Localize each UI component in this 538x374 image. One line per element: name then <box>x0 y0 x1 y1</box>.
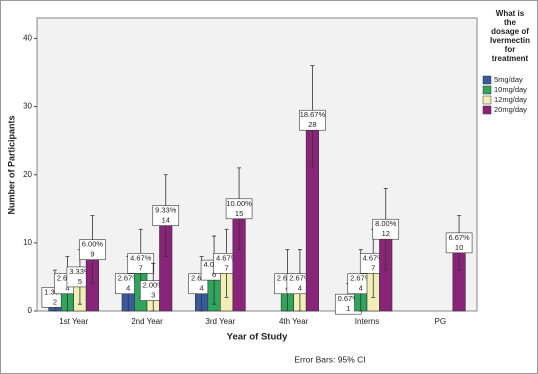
x-tick-label: PG <box>435 317 447 326</box>
data-label-count: 5 <box>78 277 82 286</box>
data-label-percent: 2.67% <box>350 274 372 283</box>
data-label-count: 10 <box>455 243 463 252</box>
data-label-percent: 2.67% <box>118 274 140 283</box>
legend-swatch <box>482 85 492 95</box>
data-label-count: 4 <box>359 284 363 293</box>
legend-swatch <box>482 75 492 85</box>
legend-title: the <box>504 18 517 27</box>
plot-area <box>36 17 478 312</box>
legend-label: 10mg/day <box>494 85 527 94</box>
x-tick-label: 1st Year <box>59 317 88 326</box>
data-label-percent: 6.00% <box>82 240 104 249</box>
x-tick-label: 4th Year <box>279 317 309 326</box>
data-label-count: 6 <box>212 270 216 279</box>
data-label-percent: 8.00% <box>375 219 397 228</box>
x-axis-title: Year of Study <box>227 332 288 343</box>
data-label-count: 4 <box>298 284 302 293</box>
y-tick-label: 10 <box>23 238 32 247</box>
legend-title: for <box>505 45 516 54</box>
data-label-count: 7 <box>371 263 375 272</box>
x-tick-label: 2nd Year <box>131 317 163 326</box>
data-label-count: 7 <box>224 263 228 272</box>
data-label-percent: 10.00% <box>226 199 252 208</box>
legend-title: Ivermectin <box>490 36 530 45</box>
y-tick-label: 20 <box>23 170 32 179</box>
data-label-box <box>225 198 253 220</box>
data-label-count: 4 <box>199 284 203 293</box>
x-tick-label: 3rd Year <box>205 317 235 326</box>
legend-title: What is <box>496 9 525 18</box>
legend-swatch <box>482 95 492 105</box>
y-tick-label: 40 <box>23 34 32 43</box>
data-label-box <box>372 218 400 240</box>
data-label-percent: 2.00% <box>143 281 165 290</box>
legend-title: treatment <box>492 54 529 63</box>
data-label-percent: 4.67% <box>363 253 385 262</box>
data-label-percent: 4.67% <box>216 253 238 262</box>
data-label-count: 15 <box>235 209 243 218</box>
data-label-box <box>445 232 473 254</box>
footnote: Error Bars: 95% CI <box>294 354 365 364</box>
legend-swatch <box>482 105 492 115</box>
data-label-count: 4 <box>65 284 69 293</box>
data-label-count: 4 <box>126 284 130 293</box>
legend-label: 5mg/day <box>494 75 523 84</box>
data-label-percent: 2.67% <box>289 274 311 283</box>
x-tick-label: Interns <box>355 317 379 326</box>
y-axis-title: Number of Participants <box>6 115 16 214</box>
data-label-box <box>152 205 180 226</box>
data-label-count: 1 <box>346 304 350 313</box>
y-tick-label: 0 <box>28 306 33 315</box>
data-label-box <box>299 109 326 131</box>
data-label-count: 9 <box>90 250 94 259</box>
data-label-percent: 9.33% <box>155 206 177 215</box>
data-label-percent: 0.67% <box>338 294 360 303</box>
data-label-count: 7 <box>139 263 143 272</box>
data-label-count: 14 <box>162 216 170 225</box>
data-label-count: 3 <box>151 291 155 300</box>
data-label-count: 28 <box>308 120 316 129</box>
legend-title: dosage of <box>491 27 529 36</box>
y-tick-label: 30 <box>23 102 32 111</box>
data-label-count: 12 <box>382 229 390 238</box>
data-label-percent: 6.67% <box>448 233 470 242</box>
legend-label: 20mg/day <box>494 105 527 114</box>
data-label-percent: 4.67% <box>130 253 152 262</box>
data-label-percent: 3.33% <box>69 267 91 276</box>
data-label-count: 2 <box>53 297 57 306</box>
data-label-box <box>79 239 106 260</box>
legend-label: 12mg/day <box>494 95 527 104</box>
data-label-percent: 18.67% <box>300 110 326 119</box>
